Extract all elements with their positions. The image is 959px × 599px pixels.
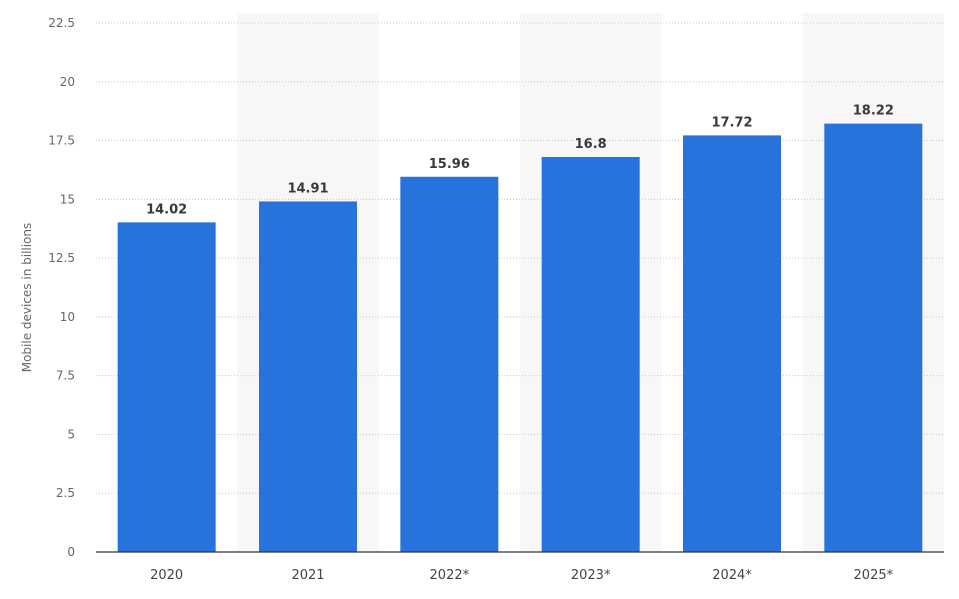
data-label: 16.8 bbox=[575, 137, 607, 152]
bar-2023[interactable] bbox=[541, 157, 640, 552]
y-tick-label: 0 bbox=[67, 545, 75, 559]
x-tick-label: 2020 bbox=[150, 568, 183, 583]
bar-series bbox=[117, 123, 923, 553]
x-axis-ticks: 2020 2021 2022* 2023* 2024* 2025* bbox=[150, 568, 894, 583]
x-tick-label: 2024* bbox=[712, 568, 752, 583]
y-axis-ticks: 0 2.5 5 7.5 10 12.5 15 17.5 20 22.5 bbox=[48, 16, 75, 559]
y-axis-title: Mobile devices in billions bbox=[20, 223, 34, 373]
y-tick-label: 20 bbox=[60, 75, 75, 89]
y-tick-label: 2.5 bbox=[56, 486, 75, 500]
data-label: 17.72 bbox=[711, 115, 752, 130]
x-tick-label: 2025* bbox=[854, 568, 894, 583]
data-label: 18.22 bbox=[853, 104, 894, 119]
bar-2022[interactable] bbox=[400, 176, 499, 552]
bar-2021[interactable] bbox=[259, 201, 357, 552]
y-tick-label: 12.5 bbox=[48, 251, 75, 265]
y-tick-label: 17.5 bbox=[48, 134, 75, 148]
y-tick-label: 22.5 bbox=[48, 16, 75, 30]
y-tick-label: 15 bbox=[60, 192, 75, 206]
bar-2020[interactable] bbox=[117, 222, 216, 553]
data-label: 15.96 bbox=[429, 157, 470, 172]
y-tick-label: 7.5 bbox=[56, 369, 75, 383]
data-label: 14.91 bbox=[287, 181, 328, 196]
x-tick-label: 2023* bbox=[571, 568, 611, 583]
x-tick-label: 2021 bbox=[291, 568, 324, 583]
bar-2025[interactable] bbox=[824, 123, 923, 552]
x-tick-label: 2022* bbox=[430, 568, 470, 583]
data-label: 14.02 bbox=[146, 202, 187, 217]
bar-2024[interactable] bbox=[683, 135, 781, 552]
gridlines bbox=[96, 22, 944, 494]
y-tick-label: 5 bbox=[67, 427, 75, 441]
data-labels: 14.02 14.91 15.96 16.8 17.72 18.22 bbox=[146, 104, 894, 218]
y-tick-label: 10 bbox=[60, 310, 75, 324]
